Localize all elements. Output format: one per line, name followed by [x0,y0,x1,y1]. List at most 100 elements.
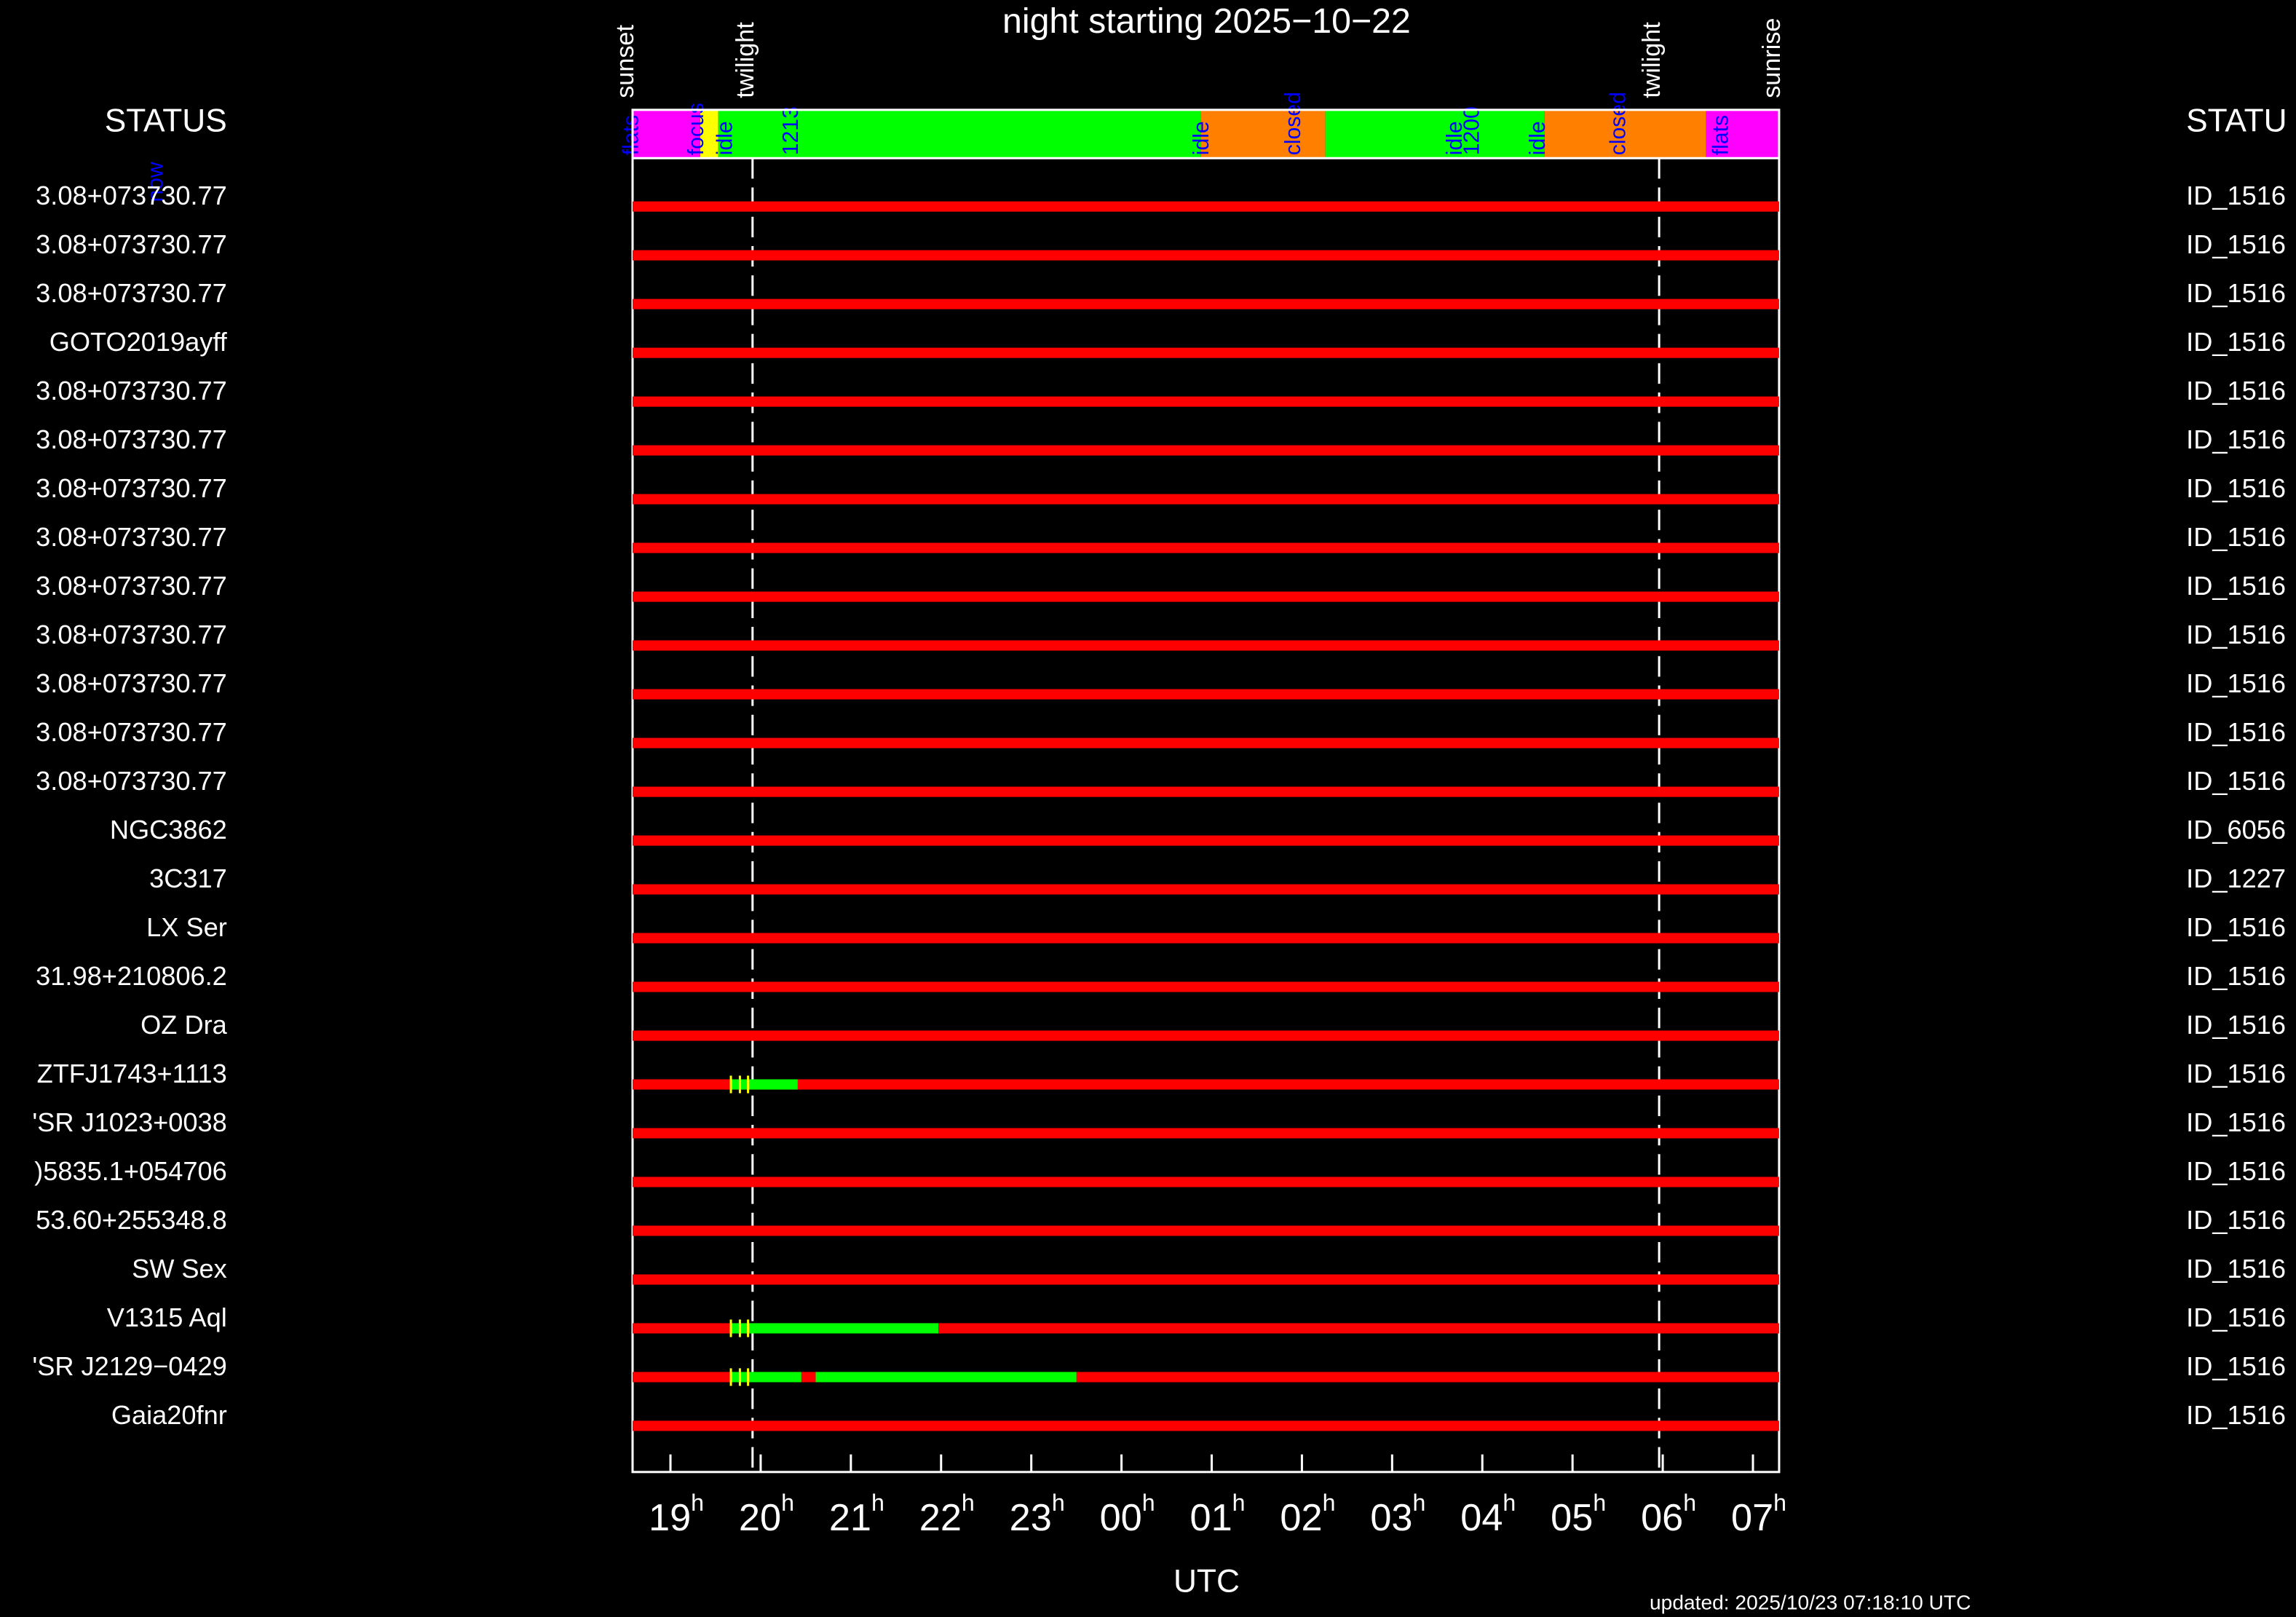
target-id: ID_1516 [2186,571,2286,601]
row-bar [632,1079,1779,1090]
chart-title: night starting 2025−10−22 [1002,1,1411,41]
status-segment [700,109,719,159]
row-bar [632,1274,1779,1285]
status-label: 1200 [1460,106,1484,155]
target-id: ID_1516 [2186,620,2286,649]
x-tick-label: 04h [1460,1490,1516,1539]
x-tick-label: 20h [739,1490,794,1539]
target-name: 31.98+210806.2 [36,961,227,991]
status-title: STATU [2186,103,2287,139]
target-name: 3.08+073730.77 [36,620,227,649]
target-name: )5835.1+054706 [34,1156,227,1186]
status-segment [1544,109,1706,159]
x-tick-unit: h [781,1490,794,1516]
target-name: 'SR J1023+0038 [32,1107,226,1137]
target-id: ID_1516 [2186,424,2286,454]
x-tick-unit: h [1503,1490,1516,1516]
status-label: flats [1709,115,1733,155]
row-bar [632,1177,1779,1187]
x-tick-unit: h [1683,1490,1696,1516]
target-name: 3.08+073730.77 [36,717,227,747]
event-label: twilight [1638,22,1666,98]
row-bar [632,640,1779,651]
row-bar [632,201,1779,212]
target-name: 3.08+073730.77 [36,424,227,454]
x-tick-label: 03h [1370,1490,1425,1539]
target-id: ID_1516 [2186,327,2286,357]
row-bar [632,933,1779,944]
now-label: now [143,162,167,202]
x-tick-hours: 06 [1641,1497,1683,1539]
target-name: 3.08+073730.77 [36,766,227,796]
row-bar [632,250,1779,261]
row-bar [632,738,1779,748]
target-id: ID_1516 [2186,766,2286,796]
x-tick-label: 00h [1100,1490,1155,1539]
row-bar [632,981,1779,992]
observed-segment [815,1372,1077,1383]
event-label: sunset [611,25,639,98]
x-tick-label: 23h [1010,1490,1065,1539]
target-id: ID_1516 [2186,1302,2286,1332]
target-id: ID_1516 [2186,1400,2286,1430]
target-id: ID_1516 [2186,473,2286,503]
target-name: NGC3862 [110,815,227,845]
target-id: ID_1516 [2186,668,2286,698]
target-id: ID_1516 [2186,522,2286,552]
target-name: ZTFJ1743+1113 [37,1059,227,1088]
x-tick-hours: 00 [1100,1497,1142,1539]
row-bar [632,591,1779,602]
target-id: ID_6056 [2186,815,2286,845]
status-segment [1325,109,1545,159]
x-tick-hours: 07 [1731,1497,1773,1539]
status-label: flats [619,115,644,155]
x-tick-hours: 20 [739,1497,781,1539]
row-bar [632,1225,1779,1236]
target-id: ID_1516 [2186,229,2286,259]
x-tick-unit: h [1413,1490,1426,1516]
row-bar [632,1372,1779,1383]
status-label: idle [1443,121,1467,155]
row-bar [632,1128,1779,1139]
updated-note: updated: 2025/10/23 07:18:10 UTC [1650,1591,1971,1613]
x-tick-label: 01h [1190,1490,1246,1539]
target-name: 3.08+073730.77 [36,668,227,698]
target-id: ID_1227 [2186,863,2286,893]
status-segment [632,109,700,159]
x-tick-label: 22h [919,1490,975,1539]
target-name: 53.60+255348.8 [36,1205,227,1235]
x-tick-label: 07h [1731,1490,1786,1539]
row-bar [632,396,1779,407]
row-bar [632,689,1779,700]
x-tick-hours: 19 [649,1497,691,1539]
target-id: ID_1516 [2186,1010,2286,1040]
status-label: focus [684,103,708,155]
status-label: closed [1281,92,1305,155]
target-name: GOTO2019ayff [50,327,228,357]
target-id: ID_1516 [2186,1059,2286,1088]
row-bar [632,347,1779,358]
row-bar [632,786,1779,797]
x-tick-label: 02h [1280,1490,1335,1539]
x-axis-label: UTC [1173,1563,1240,1599]
target-name: 3.08+073730.77 [36,473,227,503]
x-tick-hours: 21 [829,1497,871,1539]
x-tick-label: 05h [1551,1490,1606,1539]
row-bar [632,1420,1779,1431]
event-label: twilight [732,22,759,98]
row-bar [632,542,1779,553]
x-tick-unit: h [962,1490,975,1516]
x-tick-hours: 05 [1551,1497,1593,1539]
target-name: OZ Dra [140,1010,227,1040]
status-segment [1200,109,1326,159]
target-id: ID_1516 [2186,1351,2286,1381]
target-name: LX Ser [146,912,227,942]
target-name: SW Sex [132,1254,227,1284]
x-tick-label: 21h [829,1490,884,1539]
x-tick-unit: h [1052,1490,1065,1516]
x-tick-unit: h [1232,1490,1246,1516]
x-tick-unit: h [1142,1490,1155,1516]
x-tick-unit: h [1323,1490,1336,1516]
target-id: ID_1516 [2186,1156,2286,1186]
